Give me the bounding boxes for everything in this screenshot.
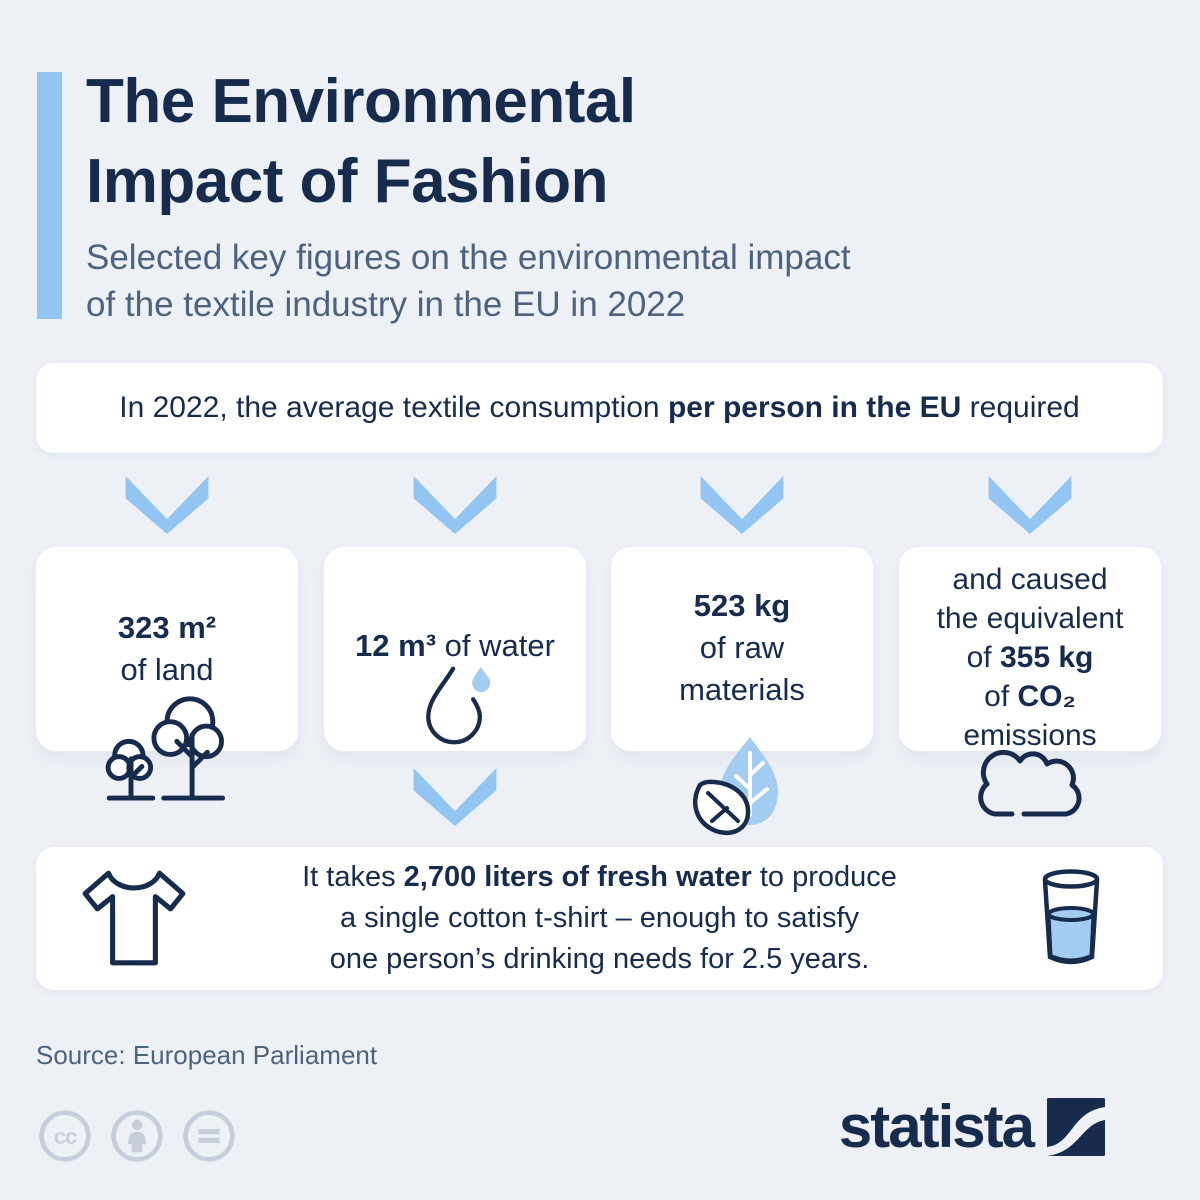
water-label: of water [436, 628, 555, 663]
intro-text-bold: per person in the EU [667, 391, 962, 424]
chevron-down-icon [413, 476, 497, 534]
card-raw-materials: 523 kg of raw materials [611, 547, 873, 835]
conclusion-value: 2,700 liters of fresh water [403, 861, 752, 893]
intro-text: In 2022, the average textile consumption… [119, 391, 1079, 425]
raw-materials-value-line: 523 kg [611, 585, 873, 627]
conclusion-statement: It takes 2,700 liters of fresh water to … [36, 847, 1163, 990]
statista-wordmark: statista [838, 1093, 1035, 1160]
license-icons: cc [37, 1108, 237, 1164]
raw-materials-label-2: materials [679, 672, 805, 707]
title-accent-bar [37, 72, 62, 319]
co2-symbol: CO₂ [1017, 680, 1076, 713]
conclusion-line-1: It takes 2,700 liters of fresh water to … [302, 857, 897, 898]
card-water: 12 m³ of water [324, 547, 586, 751]
conclusion-line-1-post: to produce [751, 861, 897, 893]
page-subtitle: Selected key figures on the environmenta… [86, 234, 851, 328]
co2-value: 355 kg [999, 641, 1094, 674]
chevron-down-icon [125, 476, 209, 534]
intro-text-post: required [961, 391, 1080, 424]
page-title: The Environmental Impact of Fashion [86, 62, 636, 222]
conclusion-line-1-pre: It takes [302, 861, 404, 893]
cc-label: cc [54, 1124, 77, 1149]
statista-logo-mark [1047, 1098, 1105, 1156]
chevron-down-icon [700, 476, 784, 534]
cloud-icon [978, 749, 1082, 817]
raw-materials-label-1: of raw [699, 630, 785, 665]
chevron-down-icon [988, 476, 1072, 534]
land-label: of land [120, 652, 214, 687]
subtitle-line-1: Selected key figures on the environmenta… [86, 238, 851, 277]
co2-line-4-pre: of [984, 680, 1018, 713]
attribution-person-icon [111, 1110, 163, 1162]
water-value: 12 m³ [355, 628, 437, 663]
co2-line-3-pre: of [966, 641, 1000, 674]
tshirt-icon [82, 870, 186, 966]
co2-line-1: and caused [952, 563, 1108, 596]
card-co2: and caused the equivalent of 355 kg of C… [899, 547, 1161, 817]
water-glass-icon [1042, 869, 1100, 965]
card-land: 323 m² of land [36, 547, 298, 801]
conclusion-line-2: a single cotton t-shirt – enough to sati… [339, 902, 860, 934]
card-land-value: 323 m² [36, 607, 298, 649]
conclusion-line-3: one person’s drinking needs for 2.5 year… [329, 943, 870, 975]
intro-statement: In 2022, the average textile consumption… [36, 363, 1163, 453]
land-value: 323 m² [117, 610, 217, 645]
no-derivatives-equals-icon [183, 1110, 235, 1162]
conclusion-text: It takes 2,700 liters of fresh water to … [302, 857, 897, 980]
water-drop-icon [426, 666, 491, 745]
co2-line-5: emissions [963, 719, 1097, 752]
intro-text-pre: In 2022, the average textile consumption [119, 391, 668, 424]
statista-logo: statista [839, 1096, 1105, 1158]
co2-line-4: of CO₂ [899, 677, 1161, 716]
co2-line-2: the equivalent [936, 602, 1124, 635]
chevron-down-icon [413, 768, 497, 826]
title-line-1: The Environmental [86, 67, 636, 136]
card-water-text: 12 m³ of water [324, 625, 586, 667]
leaf-icon [693, 737, 778, 835]
source-text: Source: European Parliament [36, 1040, 378, 1070]
raw-materials-value: 523 kg [693, 588, 791, 623]
subtitle-line-2: of the textile industry in the EU in 202… [86, 285, 686, 324]
cc-icon: cc [39, 1110, 91, 1162]
title-line-2: Impact of Fashion [86, 147, 608, 216]
co2-line-3: of 355 kg [899, 638, 1161, 677]
trees-icon [105, 696, 226, 801]
